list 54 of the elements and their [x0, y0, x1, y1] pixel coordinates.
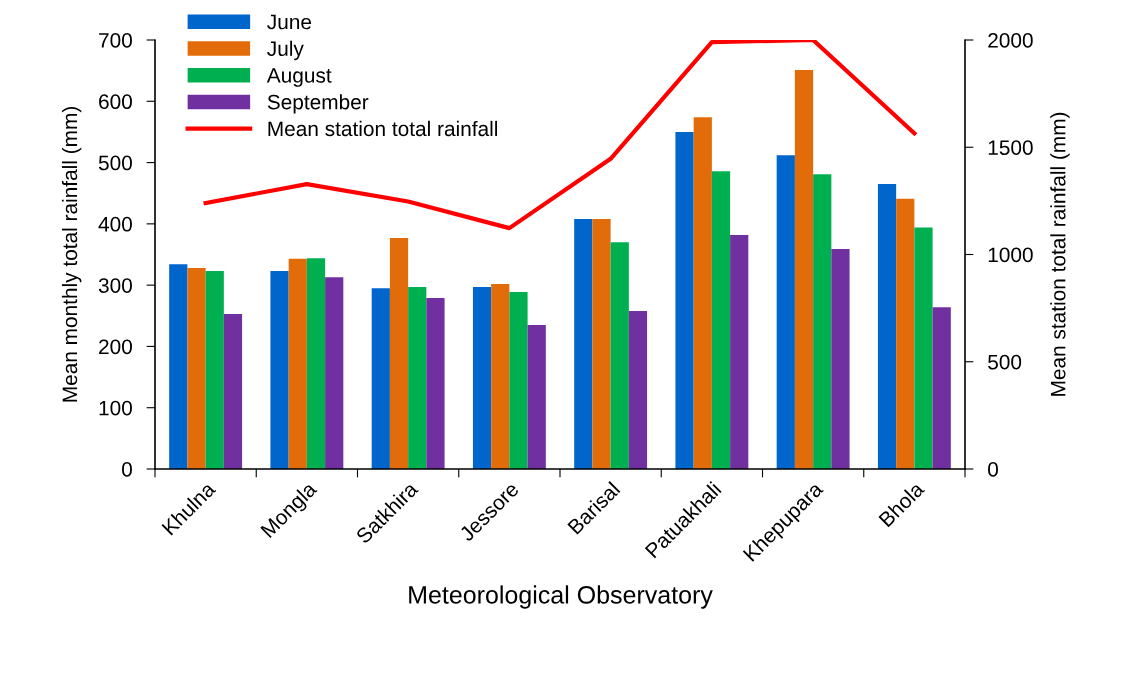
y2-tick-label: 2000 — [988, 33, 1033, 48]
legend-label: July — [267, 40, 304, 61]
bar — [794, 70, 814, 469]
y-tick-label: 200 — [99, 339, 132, 355]
bar — [914, 227, 933, 469]
y-tick-label: 300 — [98, 278, 132, 293]
bar — [371, 288, 390, 469]
bar — [932, 307, 951, 469]
bar — [472, 286, 492, 469]
bar — [306, 258, 326, 469]
y-axis-title: Mean monthly total rainfall (mm) — [61, 107, 82, 402]
bar — [169, 264, 188, 469]
bar — [270, 271, 289, 469]
legend-label: Mean station total rainfall — [268, 120, 498, 137]
y-tick-label: 0 — [122, 462, 132, 477]
legend-label: June — [267, 14, 312, 30]
bar — [628, 310, 648, 469]
bar — [426, 298, 445, 469]
bar — [509, 291, 528, 469]
y-tick-label: 700 — [99, 33, 132, 48]
y-tick-label: 600 — [99, 94, 132, 110]
bar — [325, 277, 344, 469]
bar — [491, 283, 510, 469]
bar — [408, 286, 427, 469]
bar — [527, 324, 546, 469]
bar — [693, 117, 712, 469]
bar — [610, 242, 629, 469]
bar — [896, 198, 915, 469]
bar — [831, 248, 850, 469]
bar — [574, 218, 593, 469]
bar — [675, 131, 694, 469]
bar — [288, 258, 307, 469]
bar — [223, 313, 243, 469]
bar — [592, 218, 611, 469]
y-tick-label: 400 — [98, 216, 132, 232]
bar — [776, 155, 795, 469]
bar — [813, 174, 832, 469]
y2-axis-title: Mean station total rainfall (mm) — [1050, 112, 1070, 396]
legend-label: September — [267, 94, 369, 114]
y2-tick-label: 500 — [988, 354, 1022, 370]
bar — [711, 171, 731, 469]
y2-tick-label: 0 — [988, 462, 998, 477]
bar — [205, 271, 224, 469]
bar — [877, 184, 897, 469]
y2-tick-label: 1500 — [988, 140, 1033, 155]
y-tick-label: 100 — [99, 400, 132, 416]
bar — [730, 234, 749, 469]
line-series — [203, 40, 917, 231]
x-axis-title: Meteorological Observatory — [409, 585, 713, 609]
bar — [389, 237, 409, 469]
y2-tick-label: 1000 — [988, 247, 1033, 263]
y-tick-label: 500 — [98, 155, 132, 171]
legend-label: August — [266, 68, 332, 87]
bar — [187, 267, 206, 469]
